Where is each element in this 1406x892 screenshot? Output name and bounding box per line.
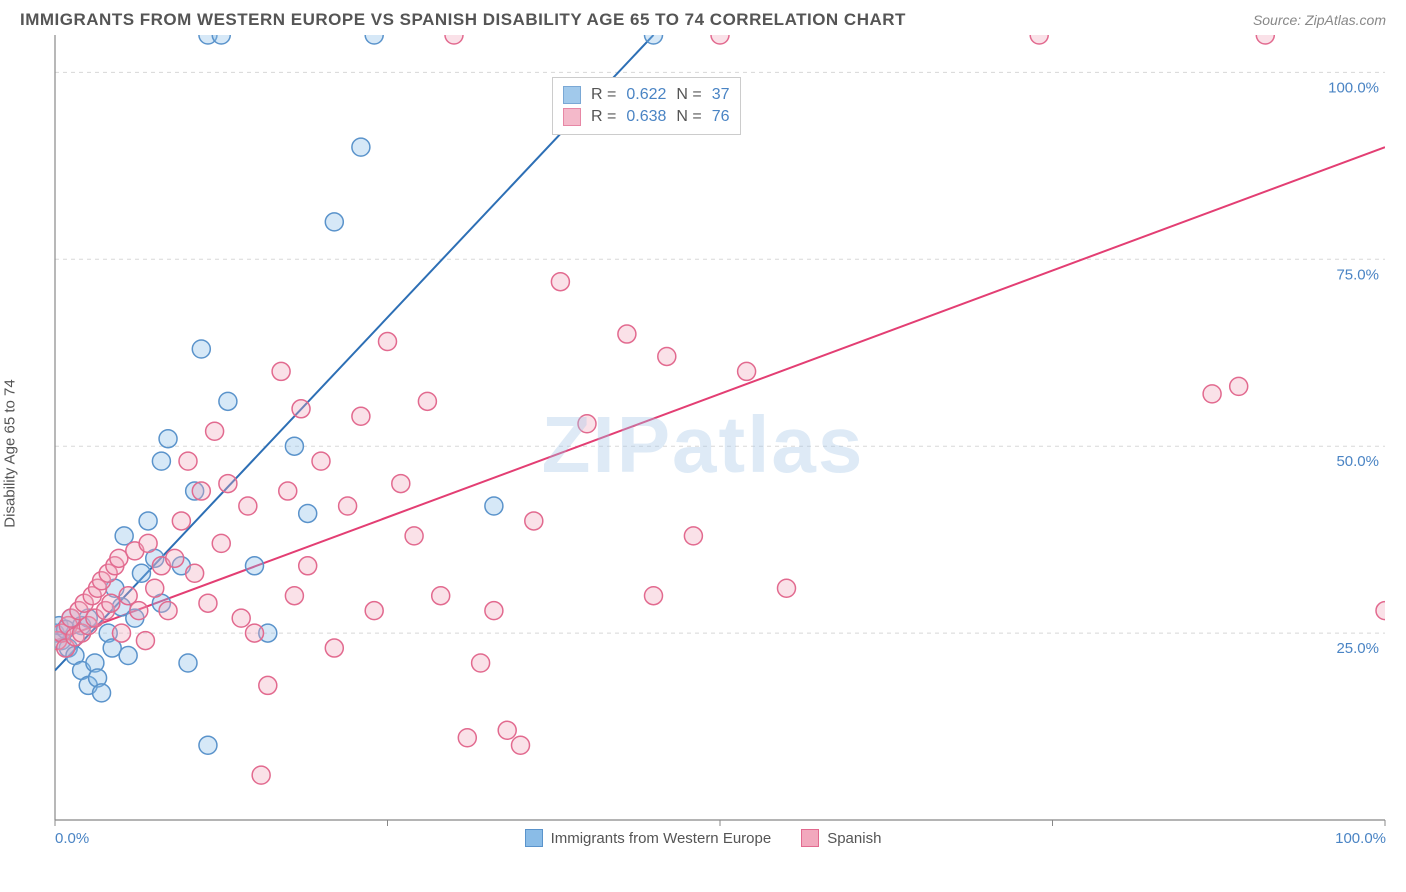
legend-label-spanish: Spanish: [827, 830, 881, 847]
chart-header: IMMIGRANTS FROM WESTERN EUROPE VS SPANIS…: [0, 0, 1406, 35]
legend-label-western-europe: Immigrants from Western Europe: [551, 830, 772, 847]
stat-swatch: [563, 86, 581, 104]
svg-text:100.0%: 100.0%: [1328, 79, 1379, 96]
svg-text:50.0%: 50.0%: [1336, 453, 1379, 470]
chart-title: IMMIGRANTS FROM WESTERN EUROPE VS SPANIS…: [20, 10, 906, 30]
y-axis-label: Disability Age 65 to 74: [2, 379, 19, 527]
bottom-legend: Immigrants from Western Europe Spanish: [0, 829, 1406, 847]
legend-swatch-pink: [801, 829, 819, 847]
stat-row: R =0.622N =37: [563, 84, 730, 106]
scatter-chart-svg: 25.0% 50.0% 75.0% 100.0%: [0, 35, 1406, 855]
legend-swatch-blue: [525, 829, 543, 847]
stat-row: R =0.638N =76: [563, 106, 730, 128]
stat-swatch: [563, 108, 581, 126]
svg-text:75.0%: 75.0%: [1336, 266, 1379, 283]
correlation-stats-box: R =0.622N =37R =0.638N =76: [552, 77, 741, 135]
chart-area: Disability Age 65 to 74 ZIPatlas 25.0%50…: [0, 35, 1406, 855]
legend-item-spanish: Spanish: [801, 829, 881, 847]
legend-item-western-europe: Immigrants from Western Europe: [525, 829, 772, 847]
svg-text:25.0%: 25.0%: [1336, 640, 1379, 657]
source-attribution: Source: ZipAtlas.com: [1253, 12, 1386, 28]
